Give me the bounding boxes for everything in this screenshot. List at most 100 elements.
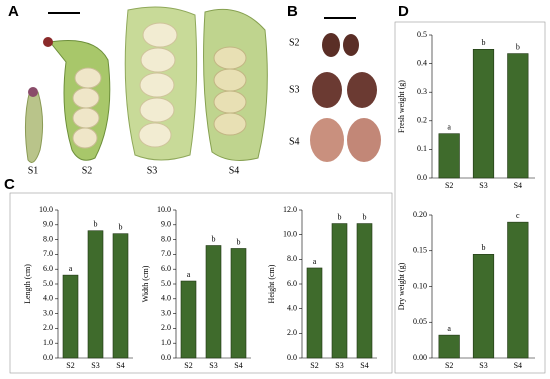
x-tick-label: S4	[514, 361, 522, 370]
stage-label: S3	[147, 165, 158, 176]
y-tick-label: 0.05	[413, 317, 427, 326]
x-tick-label: S2	[66, 361, 74, 370]
y-axis-label: Width (cm)	[141, 265, 150, 302]
y-tick-label: 10.0	[39, 205, 53, 214]
y-tick-label: 5.0	[43, 279, 53, 288]
significance-letter: b	[338, 212, 342, 221]
y-tick-label: 0.0	[417, 173, 427, 182]
significance-letter: b	[482, 243, 486, 252]
y-tick-label: 2.0	[43, 323, 53, 332]
bar	[87, 230, 104, 359]
x-tick-label: S3	[335, 361, 343, 370]
significance-letter: b	[516, 42, 520, 51]
y-tick-label: 10.0	[283, 229, 297, 238]
pod-photos	[24, 6, 268, 163]
significance-letter: a	[313, 257, 317, 266]
y-tick-label: 0.0	[287, 353, 297, 362]
significance-letter: b	[119, 223, 123, 232]
panel-label: D	[398, 3, 409, 20]
bar	[507, 221, 529, 359]
y-tick-label: 0.0	[161, 353, 171, 362]
panel-frame	[394, 21, 546, 374]
y-tick-label: 0.0	[43, 353, 53, 362]
x-tick-label: S2	[445, 361, 453, 370]
y-tick-label: 9.0	[161, 220, 171, 229]
bar	[472, 254, 495, 359]
bar	[205, 245, 222, 359]
significance-letter: c	[516, 211, 520, 220]
x-tick-label: S3	[209, 361, 217, 370]
stage-label: S2	[289, 37, 300, 48]
bar	[507, 53, 529, 179]
bar	[438, 334, 460, 359]
bar	[306, 267, 323, 359]
x-tick-label: S3	[479, 361, 487, 370]
x-tick-label: S2	[310, 361, 318, 370]
y-tick-label: 5.0	[161, 279, 171, 288]
x-tick-label: S3	[91, 361, 99, 370]
y-tick-label: 4.0	[161, 294, 171, 303]
stage-label: S3	[289, 84, 300, 95]
y-tick-label: 8.0	[43, 234, 53, 243]
bar	[230, 248, 247, 359]
significance-letter: a	[187, 270, 191, 279]
y-tick-label: 0.15	[413, 246, 427, 255]
y-tick-label: 2.0	[287, 328, 297, 337]
y-tick-label: 9.0	[43, 220, 53, 229]
y-tick-label: 2.0	[161, 323, 171, 332]
x-tick-label: S3	[479, 181, 487, 190]
x-tick-label: S4	[234, 361, 242, 370]
stage-label: S1	[28, 165, 39, 176]
y-tick-label: 10.0	[157, 205, 171, 214]
bar	[356, 223, 373, 359]
y-tick-label: 0.00	[413, 353, 427, 362]
y-tick-label: 6.0	[161, 264, 171, 273]
stage-label: S4	[289, 136, 300, 147]
y-tick-label: 0.4	[417, 58, 427, 67]
y-axis-label: Height (cm)	[267, 264, 276, 303]
panel-label: C	[4, 176, 15, 193]
y-tick-label: 7.0	[43, 249, 53, 258]
x-tick-label: S4	[116, 361, 124, 370]
stage-label: S2	[82, 165, 93, 176]
y-tick-label: 1.0	[161, 338, 171, 347]
bar	[438, 133, 460, 179]
bar	[472, 48, 495, 179]
panel-frame	[9, 192, 393, 374]
significance-letter: a	[447, 324, 451, 333]
panel-label: A	[8, 3, 19, 20]
x-tick-label: S4	[360, 361, 368, 370]
significance-letter: b	[212, 234, 216, 243]
y-tick-label: 0.10	[413, 281, 427, 290]
x-tick-label: S2	[184, 361, 192, 370]
significance-letter: b	[482, 38, 486, 47]
stage-label: S4	[229, 165, 240, 176]
y-tick-label: 1.0	[43, 338, 53, 347]
y-tick-label: 0.5	[417, 30, 427, 39]
y-tick-label: 0.2	[417, 116, 427, 125]
significance-letter: a	[69, 264, 73, 273]
significance-letter: b	[94, 220, 98, 229]
x-tick-label: S4	[514, 181, 522, 190]
y-axis-label: Fresh weight (g)	[397, 80, 406, 133]
y-tick-label: 6.0	[287, 279, 297, 288]
y-tick-label: 7.0	[161, 249, 171, 258]
panel-label: B	[287, 3, 298, 20]
x-tick-label: S2	[445, 181, 453, 190]
significance-letter: a	[447, 122, 451, 131]
y-tick-label: 3.0	[43, 308, 53, 317]
y-tick-label: 0.3	[417, 87, 427, 96]
bar	[62, 274, 79, 359]
bar	[331, 223, 348, 359]
y-axis-label: Dry weight (g)	[397, 262, 406, 310]
bar	[112, 233, 129, 359]
y-tick-label: 0.1	[417, 144, 427, 153]
significance-letter: b	[237, 237, 241, 246]
y-tick-label: 8.0	[287, 254, 297, 263]
y-tick-label: 0.20	[413, 210, 427, 219]
y-tick-label: 6.0	[43, 264, 53, 273]
y-tick-label: 8.0	[161, 234, 171, 243]
seed-photos	[310, 17, 381, 162]
y-axis-label: Length (cm)	[23, 264, 32, 304]
